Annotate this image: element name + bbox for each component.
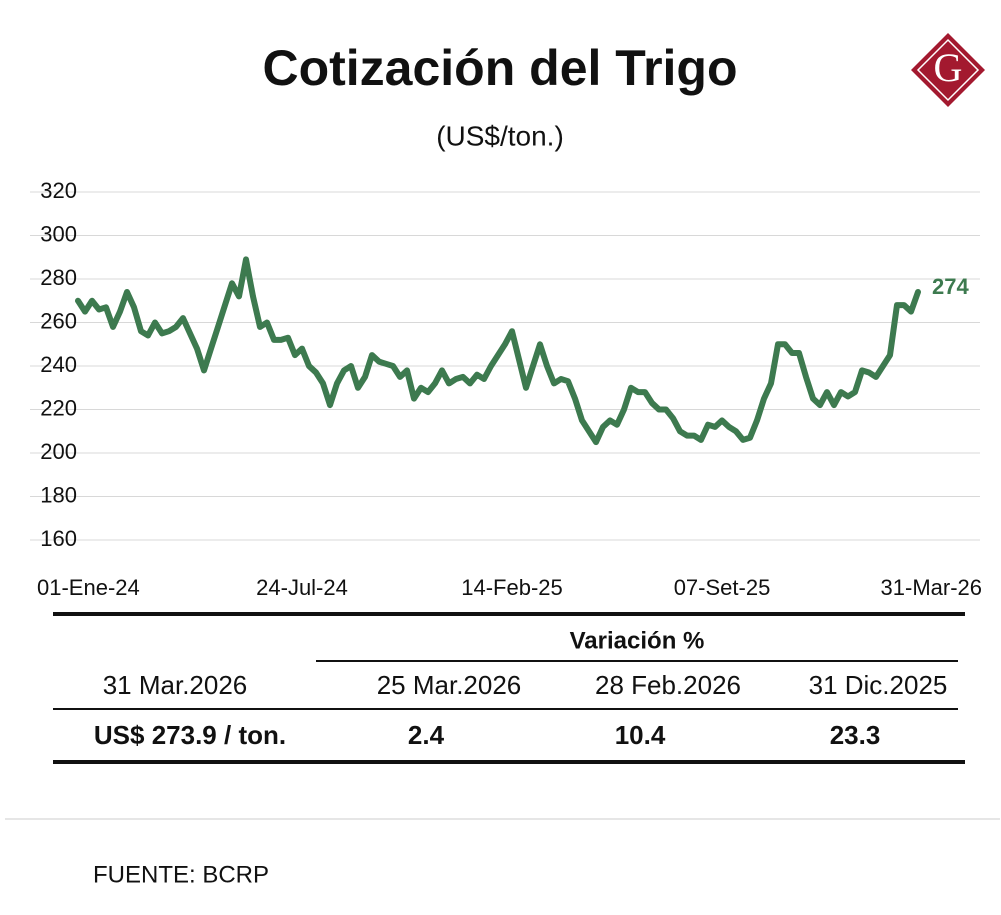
y-tick-label: 240	[40, 352, 77, 377]
x-tick-label: 01-Ene-24	[37, 575, 140, 600]
y-tick-label: 180	[40, 482, 77, 507]
y-tick-label: 200	[40, 439, 77, 464]
logo-letter: G	[934, 45, 963, 90]
table-cell: 2.4	[408, 720, 445, 750]
x-tick-label: 24-Jul-24	[256, 575, 348, 600]
x-tick-label: 31-Mar-26	[881, 575, 982, 600]
column-header: 25 Mar.2026	[377, 670, 522, 700]
x-tick-label: 14-Feb-25	[461, 575, 563, 600]
table-cell: US$ 273.9 / ton.	[94, 720, 286, 750]
logo: G	[911, 33, 985, 107]
y-tick-label: 300	[40, 221, 77, 246]
y-tick-label: 320	[40, 178, 77, 203]
end-label: 274	[932, 274, 969, 299]
chart-title: Cotización del Trigo	[262, 40, 737, 96]
y-tick-label: 160	[40, 526, 77, 551]
source: FUENTE: BCRP	[93, 861, 269, 888]
logo-diamond	[911, 33, 985, 107]
table-cell: 23.3	[830, 720, 881, 750]
price-line	[75, 256, 921, 446]
column-header: 28 Feb.2026	[595, 670, 741, 700]
logo-outline	[916, 38, 980, 102]
y-tick-label: 220	[40, 395, 77, 420]
column-header: 31 Mar.2026	[103, 670, 248, 700]
group-header: Variación %	[570, 627, 705, 654]
column-header: 31 Dic.2025	[809, 670, 948, 700]
table-cell: 10.4	[615, 720, 666, 750]
x-tick-label: 07-Set-25	[674, 575, 771, 600]
chart-subtitle: (US$/ton.)	[436, 120, 564, 151]
y-tick-label: 280	[40, 265, 77, 290]
y-tick-label: 260	[40, 308, 77, 333]
